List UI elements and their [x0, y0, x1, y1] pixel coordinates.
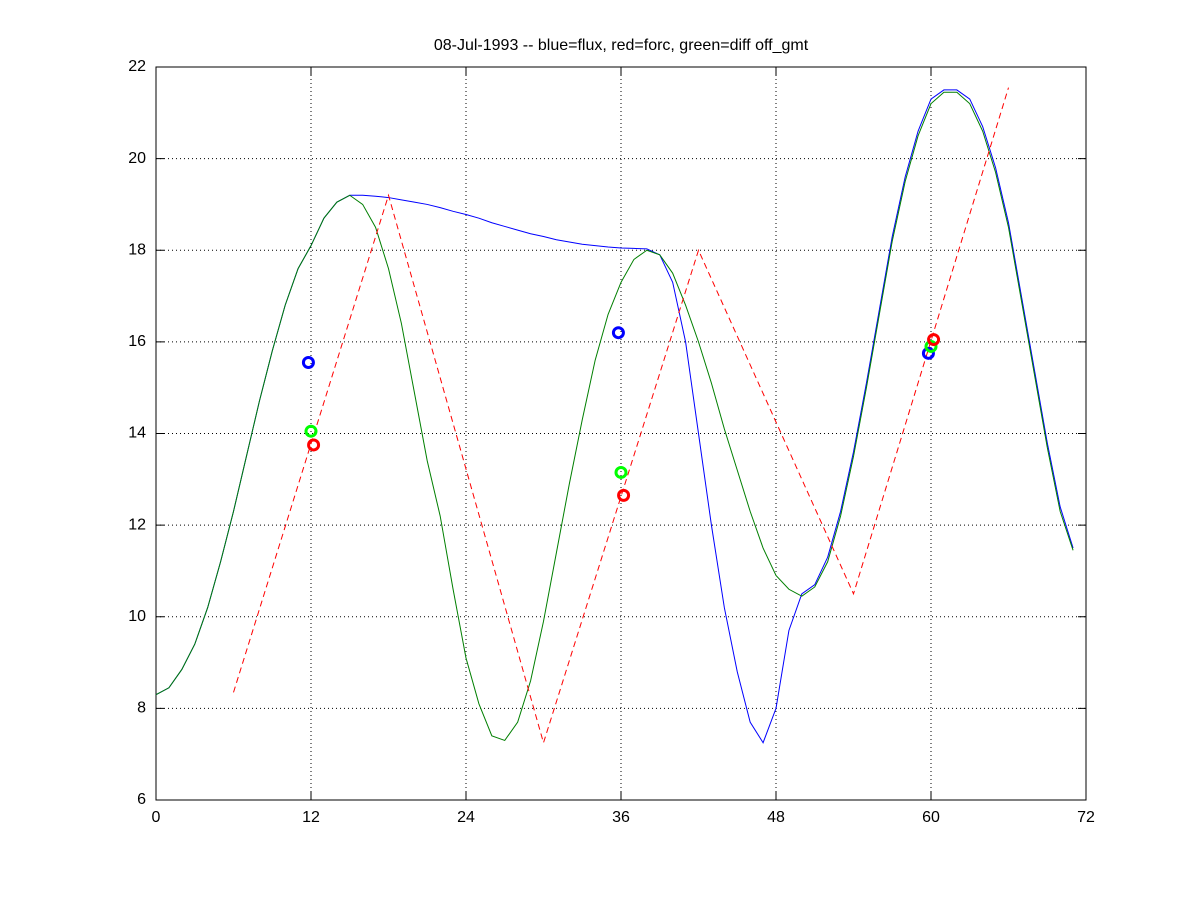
data-marker: [307, 438, 321, 452]
y-tick-label: 6: [137, 791, 146, 808]
chart-title: 08-Jul-1993 -- blue=flux, red=forc, gree…: [434, 37, 809, 54]
data-marker: [617, 488, 631, 502]
data-line: [155, 91, 1074, 742]
x-tick-label: 72: [1077, 809, 1095, 826]
y-tick-label: 8: [137, 700, 146, 717]
axes-box: [155, 66, 1087, 801]
data-marker: [927, 333, 941, 347]
data-marker: [304, 424, 318, 438]
x-tick-label: 36: [612, 809, 630, 826]
x-tick-label: 60: [922, 809, 940, 826]
y-tick-label: 12: [128, 516, 146, 533]
data-marker: [301, 355, 315, 369]
y-tick-label: 18: [128, 241, 146, 258]
y-tick-label: 10: [128, 608, 146, 625]
y-tick-label: 16: [128, 333, 146, 350]
y-tick-label: 20: [128, 150, 146, 167]
data-line: [233, 87, 1009, 745]
y-tick-label: 22: [128, 58, 146, 75]
y-tick-label: 14: [128, 425, 146, 442]
x-tick-label: 0: [152, 809, 161, 826]
data-marker: [611, 326, 625, 340]
x-tick-label: 48: [767, 809, 785, 826]
x-tick-label: 24: [457, 809, 475, 826]
data-marker: [614, 465, 628, 479]
data-marker: [921, 346, 935, 360]
x-tick-label: 12: [302, 809, 320, 826]
data-marker: [924, 339, 938, 353]
